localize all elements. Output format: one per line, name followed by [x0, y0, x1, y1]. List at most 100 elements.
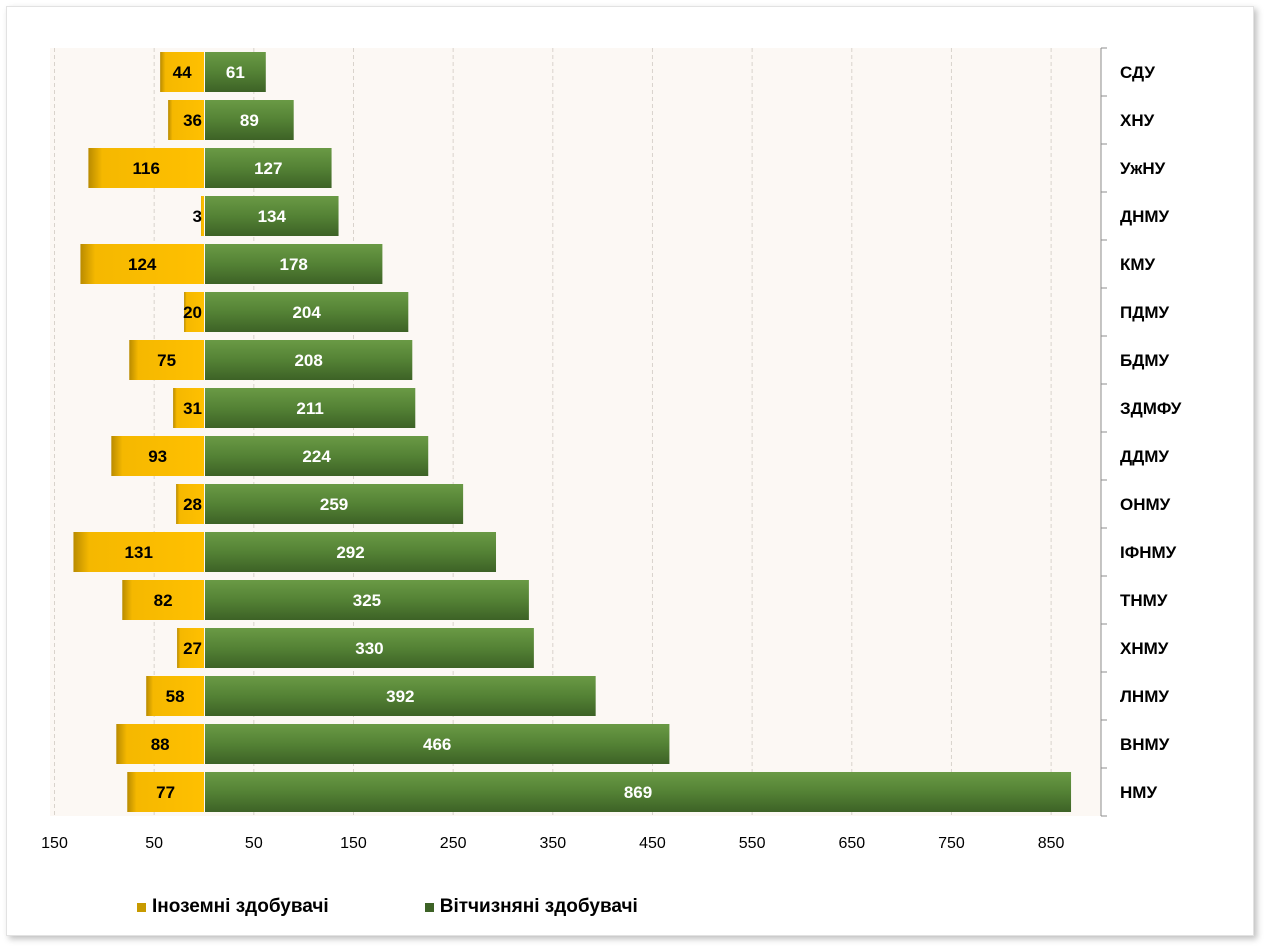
category-label: ПДМУ: [1120, 303, 1169, 322]
bar-foreign: [201, 196, 204, 236]
category-label: ЗДМФУ: [1120, 399, 1182, 418]
bar-domestic: [205, 100, 294, 140]
bar-domestic: [205, 148, 332, 188]
bar-domestic: [205, 580, 529, 620]
x-tick-label: 50: [145, 835, 163, 852]
data-label-domestic: 61: [226, 63, 245, 82]
bar-domestic: [205, 388, 416, 428]
data-label-domestic: 325: [353, 591, 381, 610]
bar-domestic: [205, 484, 464, 524]
x-tick-label: 50: [245, 835, 263, 852]
x-tick-label: 450: [639, 835, 666, 852]
category-label: ХНМУ: [1120, 639, 1169, 658]
data-label-foreign: 88: [151, 735, 170, 754]
bar-foreign: [146, 676, 204, 716]
data-label-foreign: 131: [125, 543, 153, 562]
category-label: УжНУ: [1120, 159, 1166, 178]
bar-foreign: [168, 100, 204, 140]
data-label-domestic: 466: [423, 735, 451, 754]
bar-domestic: [205, 340, 413, 380]
category-label: СДУ: [1120, 63, 1155, 82]
bar-foreign: [160, 52, 204, 92]
bar-domestic: [205, 772, 1072, 812]
x-tick-label: 150: [41, 835, 68, 852]
data-label-domestic: 392: [386, 687, 414, 706]
data-label-foreign: 27: [183, 639, 202, 658]
category-label: БДМУ: [1120, 351, 1169, 370]
bar-domestic: [205, 436, 429, 476]
data-label-foreign: 77: [156, 783, 175, 802]
legend-label-foreign: Іноземні здобувачі: [152, 896, 329, 917]
x-tick-label: 250: [440, 835, 467, 852]
bar-foreign: [177, 628, 204, 668]
bar-foreign: [176, 484, 204, 524]
data-label-foreign: 75: [157, 351, 176, 370]
data-label-foreign: 3: [193, 207, 202, 226]
data-label-foreign: 82: [154, 591, 173, 610]
bar-foreign: [73, 532, 204, 572]
x-tick-label: 850: [1038, 835, 1065, 852]
data-label-foreign: 31: [183, 399, 202, 418]
legend-item-domestic: Вітчизняні здобувачі: [424, 896, 638, 918]
data-label-domestic: 89: [240, 111, 259, 130]
data-label-domestic: 211: [296, 399, 323, 418]
category-label: ВНМУ: [1120, 735, 1170, 754]
data-label-domestic: 292: [336, 543, 364, 562]
bar-domestic: [205, 676, 596, 716]
data-label-domestic: 259: [320, 495, 348, 514]
bar-domestic: [205, 196, 339, 236]
legend: Іноземні здобувачі Вітчизняні здобувачі: [137, 896, 638, 918]
data-label-foreign: 124: [128, 255, 157, 274]
data-label-foreign: 28: [183, 495, 202, 514]
bar-domestic: [205, 52, 266, 92]
category-label: ДДМУ: [1120, 447, 1169, 466]
x-tick-label: 750: [938, 835, 965, 852]
bar-foreign: [80, 244, 204, 284]
data-label-foreign: 36: [183, 111, 202, 130]
x-tick-label: 150: [340, 835, 367, 852]
bar-foreign: [122, 580, 204, 620]
category-label: КМУ: [1120, 255, 1156, 274]
bars-group: 44 61 36 89 116 127 3 134 124 178 20 204 75 208 31 211 9…: [73, 52, 1072, 812]
axes: 150 50 50 150 250 350 450 550 650 750 850 СДУ ХНУ УжН…: [41, 47, 1182, 852]
category-label: ІФНМУ: [1120, 543, 1177, 562]
legend-swatch-domestic: [424, 902, 434, 912]
data-label-foreign: 20: [183, 303, 202, 322]
data-label-foreign: 44: [173, 63, 192, 82]
x-tick-label: 350: [539, 835, 566, 852]
data-label-domestic: 330: [355, 639, 383, 658]
bar-domestic: [205, 244, 383, 284]
bar-foreign: [127, 772, 204, 812]
data-label-domestic: 869: [624, 783, 652, 802]
category-label: НМУ: [1120, 783, 1157, 802]
category-label: ЛНМУ: [1120, 687, 1169, 706]
data-label-domestic: 134: [258, 207, 287, 226]
data-label-domestic: 224: [302, 447, 331, 466]
category-label: ОНМУ: [1120, 495, 1171, 514]
data-label-foreign: 93: [148, 447, 167, 466]
bar-domestic: [205, 724, 670, 764]
legend-item-foreign: Іноземні здобувачі: [137, 896, 329, 918]
bar-domestic: [205, 292, 409, 332]
bar-domestic: [205, 532, 497, 572]
bar-foreign: [116, 724, 204, 764]
bar-foreign: [111, 436, 204, 476]
legend-swatch-foreign: [137, 902, 146, 912]
bar-foreign: [173, 388, 204, 428]
bar-domestic: [205, 628, 534, 668]
data-label-domestic: 178: [280, 255, 308, 274]
legend-label-domestic: Вітчизняні здобувачі: [439, 896, 638, 917]
data-label-domestic: 127: [254, 159, 282, 178]
category-label: ДНМУ: [1120, 207, 1170, 226]
bar-foreign: [88, 148, 204, 188]
x-tick-label: 550: [739, 835, 766, 852]
bar-foreign: [129, 340, 204, 380]
data-label-foreign: 116: [132, 159, 159, 178]
data-label-domestic: 208: [294, 351, 322, 370]
data-label-domestic: 204: [292, 303, 321, 322]
x-tick-label: 650: [838, 835, 865, 852]
bar-foreign: [184, 292, 204, 332]
category-label: ТНМУ: [1120, 591, 1168, 610]
category-label: ХНУ: [1120, 111, 1155, 130]
